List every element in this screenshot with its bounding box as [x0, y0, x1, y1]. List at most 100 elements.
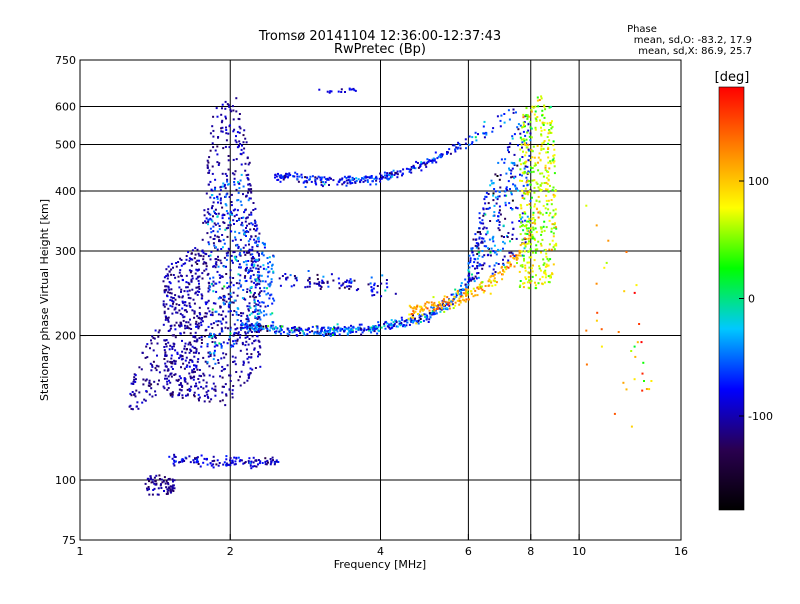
- echo-point: [224, 404, 227, 407]
- echo-point: [257, 351, 260, 353]
- echo-point: [206, 361, 209, 364]
- echo-point: [247, 269, 250, 272]
- echo-point: [467, 283, 470, 286]
- echo-point: [364, 176, 367, 179]
- echo-point: [232, 219, 235, 222]
- echo-point: [523, 225, 526, 228]
- echo-point: [526, 165, 529, 168]
- echo-point: [242, 289, 245, 291]
- echo-point: [220, 130, 223, 133]
- echo-point: [159, 484, 162, 487]
- echo-point: [181, 314, 184, 317]
- echo-point: [168, 379, 170, 382]
- echo-point: [211, 206, 213, 209]
- echo-point: [433, 301, 436, 304]
- echo-point: [342, 282, 345, 285]
- echo-point: [506, 236, 509, 238]
- echo-point: [232, 277, 235, 279]
- echo-point: [221, 126, 224, 129]
- echo-point: [197, 387, 200, 390]
- echo-point: [168, 329, 171, 332]
- echo-point: [428, 318, 431, 321]
- echo-point: [180, 366, 182, 369]
- echo-point: [492, 182, 495, 184]
- echo-point: [249, 269, 252, 272]
- echo-point: [341, 328, 343, 330]
- echo-point: [368, 176, 371, 179]
- echo-point: [173, 487, 176, 490]
- echo-point: [226, 178, 229, 181]
- echo-point: [164, 377, 166, 380]
- echo-point: [186, 364, 189, 367]
- echo-point: [396, 325, 399, 328]
- echo-point: [432, 313, 435, 316]
- echo-point: [499, 271, 501, 274]
- echo-point: [162, 304, 165, 307]
- echo-point: [408, 323, 411, 326]
- echo-point: [254, 286, 257, 289]
- echo-point: [513, 255, 516, 258]
- echo-point: [472, 254, 475, 257]
- echo-point: [172, 297, 175, 299]
- echo-point: [532, 226, 535, 229]
- echo-point: [376, 285, 379, 287]
- echo-point: [625, 251, 628, 253]
- echo-point: [207, 351, 210, 354]
- echo-point: [225, 139, 228, 142]
- echo-point: [208, 334, 211, 337]
- echo-point: [468, 272, 471, 275]
- echo-point: [432, 303, 435, 306]
- echo-point: [250, 213, 253, 216]
- echo-point: [167, 375, 170, 378]
- echo-point: [319, 179, 322, 181]
- echo-point: [221, 130, 224, 133]
- echo-point: [220, 369, 223, 372]
- echo-point: [209, 355, 212, 357]
- echo-point: [263, 242, 266, 245]
- echo-point: [501, 278, 504, 281]
- echo-point: [534, 222, 537, 225]
- echo-point: [219, 197, 222, 200]
- echo-point: [251, 335, 254, 338]
- echo-point: [239, 326, 242, 329]
- echo-point: [151, 493, 154, 496]
- echo-point: [534, 128, 537, 131]
- echo-point: [261, 252, 263, 255]
- echo-point: [223, 214, 226, 216]
- echo-point: [410, 168, 413, 171]
- echo-point: [244, 326, 247, 329]
- echo-point: [369, 282, 372, 285]
- echo-point: [193, 346, 196, 349]
- echo-point: [174, 294, 177, 297]
- echo-point: [439, 156, 442, 159]
- echo-point: [525, 225, 527, 228]
- echo-point: [237, 245, 240, 248]
- echo-point: [357, 288, 360, 291]
- echo-point: [432, 296, 435, 299]
- echo-point: [286, 173, 289, 176]
- echo-point: [297, 180, 300, 183]
- echo-point: [492, 192, 495, 195]
- echo-point: [250, 260, 253, 263]
- echo-point: [512, 162, 514, 165]
- echo-point: [287, 334, 290, 337]
- echo-point: [520, 224, 523, 227]
- echo-point: [239, 334, 242, 336]
- echo-point: [252, 456, 255, 459]
- echo-point: [468, 277, 471, 280]
- echo-point: [181, 307, 184, 310]
- echo-point: [383, 324, 386, 327]
- echo-point: [224, 315, 227, 318]
- echo-point: [320, 286, 323, 288]
- echo-point: [552, 140, 555, 143]
- echo-point: [380, 295, 383, 298]
- echo-point: [257, 339, 260, 342]
- echo-point: [257, 328, 260, 330]
- echo-point: [191, 309, 194, 312]
- echo-point: [490, 179, 493, 182]
- echo-point: [408, 313, 411, 316]
- echo-point: [445, 307, 448, 310]
- echo-point: [446, 153, 448, 155]
- echo-point: [368, 329, 371, 332]
- echo-point: [252, 202, 255, 204]
